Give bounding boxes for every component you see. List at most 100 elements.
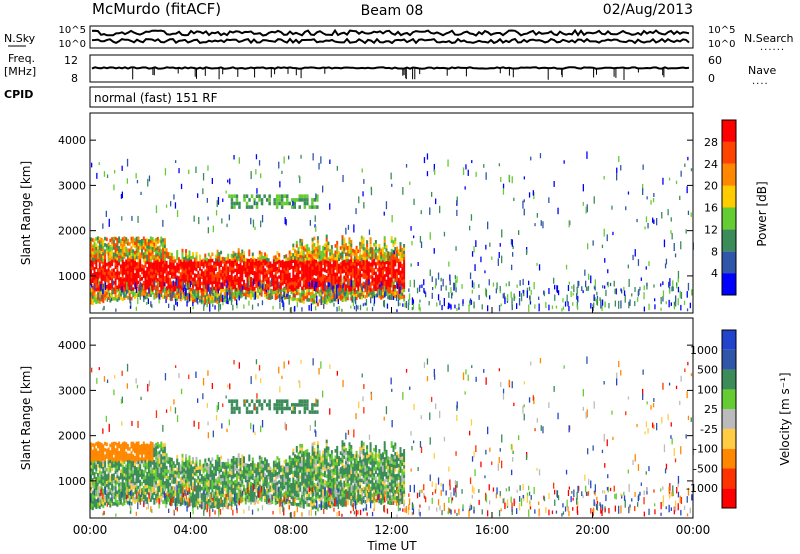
power-cell [232,295,235,299]
power-cell [392,271,395,276]
velocity-cell [153,450,156,454]
velocity-cell [112,444,115,449]
velocity-cell [98,454,101,459]
velocity-cell [223,474,226,479]
power-cell [624,294,626,303]
velocity-cell [223,481,226,485]
velocity-cell [155,493,158,498]
power-cell [330,248,333,252]
velocity-cell [116,465,119,469]
velocity-cell [109,491,112,495]
velocity-cell [137,492,140,496]
velocity-cell [121,474,124,478]
velocity-cell [134,468,136,473]
power-cell [204,294,207,299]
power-cell [248,271,251,276]
velocity-cell [227,465,230,469]
power-cell [234,297,237,301]
velocity-cell [158,494,161,499]
power-cell [162,270,165,274]
power-cell [283,255,286,259]
velocity-cell [221,471,224,475]
velocity-cell [128,494,131,499]
power-cell [102,288,104,295]
power-cell [297,285,300,289]
power-cell [146,273,149,277]
velocity-cell [169,498,172,503]
power-cell [126,286,128,294]
power-cell [95,294,98,298]
velocity-cell [139,460,142,465]
power-cell [253,286,256,291]
power-cell [447,159,449,167]
velocity-cell [170,489,173,494]
power-cell [105,237,108,242]
power-cell [234,274,237,279]
power-cell [339,293,342,298]
power-cell [299,283,302,287]
power-cell [330,276,333,281]
power-cell [330,295,333,300]
velocity-cell [97,504,99,509]
power-cell [352,248,355,253]
power-cell [355,304,357,312]
power-cell [394,275,397,280]
power-cell [366,246,369,251]
power-cell [294,258,296,263]
power-cell [98,281,101,285]
power-cell [260,289,263,294]
power-cell [348,272,351,276]
power-cell [160,284,163,288]
power-cell [518,230,520,235]
power-cell [185,296,187,301]
power-cell [316,277,319,281]
power-cell [536,213,538,218]
power-cell [155,253,158,258]
velocity-cell [179,480,182,484]
velocity-cell [100,449,103,453]
velocity-cell [128,478,131,483]
power-cell [134,295,136,299]
power-cell [292,265,295,270]
velocity-cell [148,498,150,502]
power-cell [653,219,655,224]
velocity-cell [139,463,142,468]
power-cell [102,267,105,272]
velocity-cell [211,476,214,481]
velocity-cell [121,486,124,491]
power-cell [680,304,682,311]
power-cell [592,240,594,246]
power-cell [227,282,230,286]
power-cell [174,284,177,289]
power-cell [264,293,267,298]
power-cell [158,298,160,304]
velocity-cell [107,466,110,471]
velocity-cell [197,488,200,492]
power-cell [371,259,374,264]
power-cell [221,288,224,293]
beam-title: Beam 08 [361,3,424,19]
velocity-cell [97,460,99,464]
power-cell [290,287,293,292]
velocity-cell [209,482,212,487]
power-cell [360,261,363,265]
power-cell [513,197,515,202]
power-cell [100,269,103,274]
velocity-cell [105,455,108,459]
power-cell [348,250,351,254]
power-cell [104,255,107,260]
power-cell [385,257,388,261]
power-cell [366,281,369,285]
power-cell [489,295,491,300]
power-cell [587,243,589,250]
power-cell [374,284,377,288]
power-cell [325,288,328,292]
power-cell [123,268,126,272]
velocity-heatmap [90,356,694,518]
velocity-cell [141,453,143,458]
power-cell [207,227,209,234]
velocity-cell [169,457,172,461]
velocity-cell [192,498,194,502]
power-cell [148,293,150,297]
velocity-cell [165,484,168,489]
